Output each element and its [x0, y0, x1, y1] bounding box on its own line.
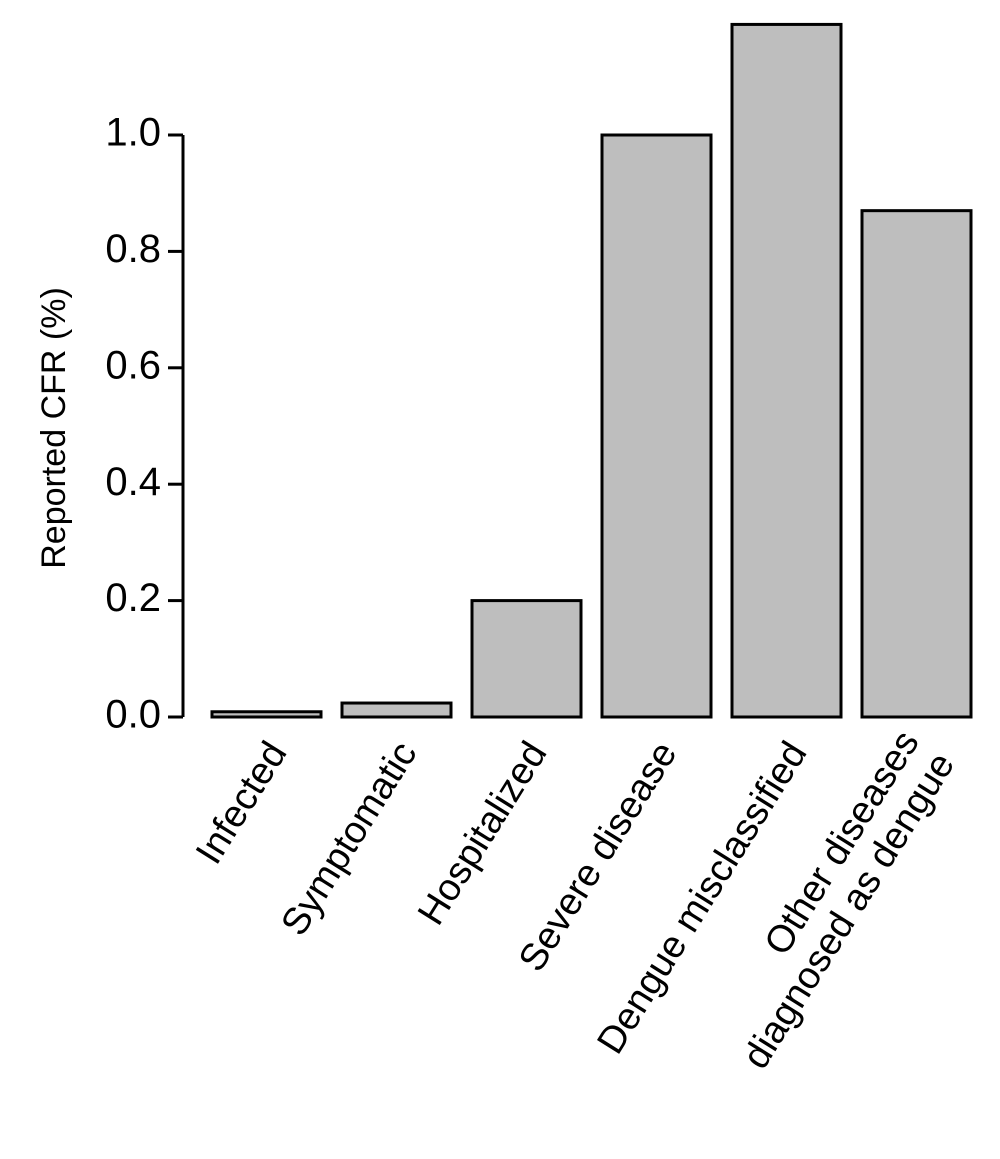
y-axis-label: Reported CFR (%): [35, 287, 73, 569]
y-tick-label: 0.8: [105, 227, 161, 271]
bar: [860, 209, 973, 719]
x-tick-label: Hospitalized: [410, 735, 555, 933]
y-tick-label: 0.4: [105, 460, 161, 504]
y-tick-label: 0.0: [105, 693, 161, 737]
bar: [340, 701, 453, 719]
x-tick-label: Other diseasesdiagnosed as dengue: [699, 723, 963, 1076]
bar: [730, 22, 843, 719]
y-tick-label: 1.0: [105, 111, 161, 155]
y-tick-label: 0.2: [105, 576, 161, 620]
x-tick-label: Infected: [188, 735, 295, 872]
y-tick-label: 0.6: [105, 343, 161, 387]
bar: [210, 710, 323, 719]
x-tick-label: Symptomatic: [273, 735, 425, 944]
bar: [470, 599, 583, 719]
bar: [600, 133, 713, 719]
